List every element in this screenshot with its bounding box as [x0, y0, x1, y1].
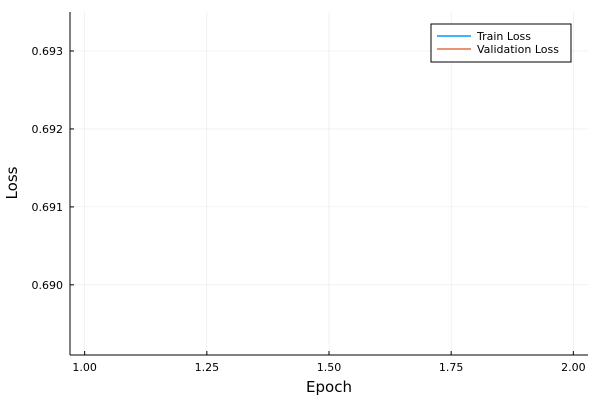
x-tick-label: 2.00: [561, 361, 586, 374]
x-tick-label: 1.50: [317, 361, 342, 374]
x-axis-title: Epoch: [306, 378, 352, 396]
y-tick-label: 0.692: [32, 123, 64, 136]
grid-lines: [70, 12, 588, 355]
legend-label: Train Loss: [476, 30, 531, 43]
y-tick-label: 0.690: [32, 279, 64, 292]
y-axis-title: Loss: [3, 166, 21, 199]
legend-label: Validation Loss: [477, 43, 559, 56]
legend-box: [430, 23, 572, 63]
x-tick-label: 1.75: [439, 361, 464, 374]
x-tick-label: 1.25: [195, 361, 220, 374]
y-ticks: 0.690 0.691 0.692 0.693: [32, 45, 74, 292]
y-tick-label: 0.693: [32, 45, 64, 58]
x-tick-label: 1.00: [72, 361, 97, 374]
x-ticks: 1.00 1.25 1.50 1.75 2.00: [72, 351, 586, 374]
y-tick-label: 0.691: [32, 201, 64, 214]
